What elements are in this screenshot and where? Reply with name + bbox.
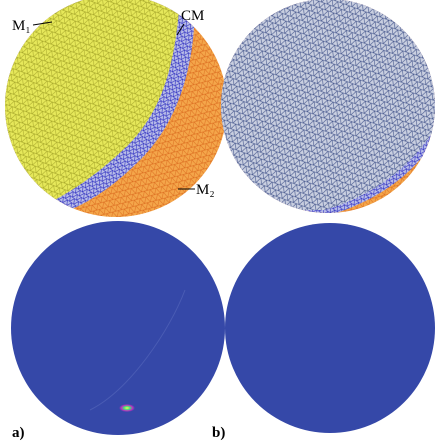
panel-label: b) <box>212 425 225 441</box>
label-cm: CM <box>181 8 204 24</box>
sphere-a-field <box>11 221 225 435</box>
label-m2: M₂ <box>196 182 215 198</box>
sphere-b-field <box>225 223 435 433</box>
panel-label: a) <box>12 425 25 441</box>
figure: M₁ CM M₂ a) b) <box>0 0 436 444</box>
label-m1: M₁ <box>12 18 31 34</box>
sphere-b-mesh <box>215 0 436 230</box>
hot-spot <box>119 404 135 412</box>
